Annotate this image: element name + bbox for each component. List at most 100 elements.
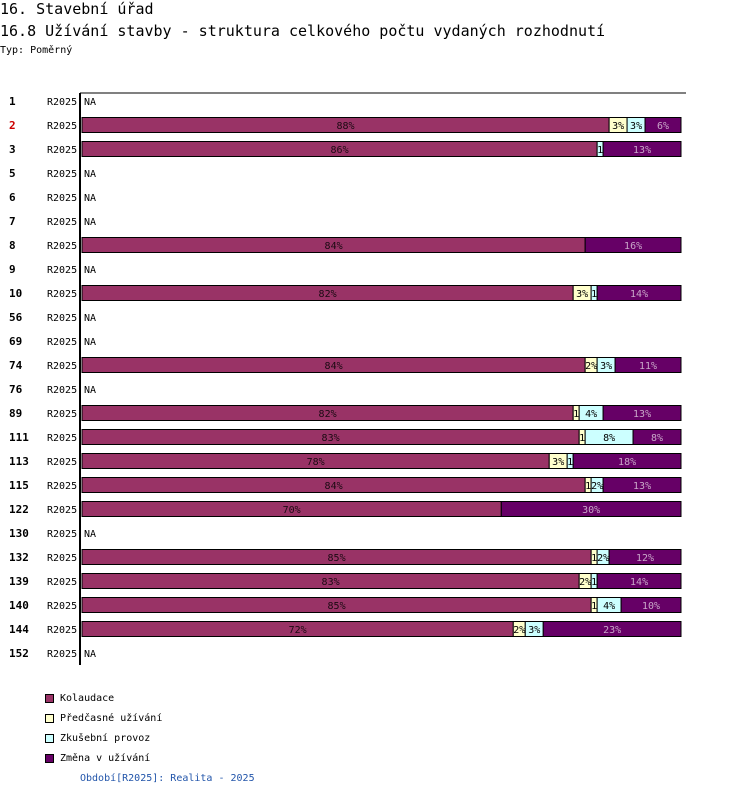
na-label: NA [84, 649, 96, 660]
period-label: R2025 [47, 577, 77, 588]
na-label: NA [84, 265, 96, 276]
data-label: 4% [603, 601, 615, 612]
data-label: 2% [579, 577, 591, 588]
data-label: 2% [597, 553, 609, 564]
data-label: 23% [603, 625, 621, 636]
data-label: 1 [573, 409, 579, 420]
bar-segment [500, 501, 682, 517]
row-label: 5 [9, 167, 16, 180]
row-label: 7 [9, 215, 16, 228]
na-label: NA [84, 529, 96, 540]
data-label: 78% [307, 457, 325, 468]
data-label: 13% [633, 409, 651, 420]
legend-swatch [45, 733, 54, 743]
na-label: NA [84, 313, 96, 324]
bar-segment [620, 597, 682, 613]
legend-item-kolaudace: Kolaudace [45, 688, 162, 708]
legend-item-zmena-v-uzivani: Změna v užívání [45, 748, 162, 768]
row-label: 130 [9, 527, 29, 540]
period-label: R2025 [47, 289, 77, 300]
legend-label: Změna v užívání [60, 752, 151, 764]
data-label: 16% [624, 241, 642, 252]
legend-label: Předčasné užívání [60, 712, 163, 724]
data-label: 84% [325, 361, 343, 372]
period-footer: Období[R2025]: Realita - 2025 [80, 773, 255, 784]
chart-title: 16.8 Užívání stavby - struktura celkovéh… [0, 22, 606, 40]
bar-segment [608, 549, 682, 565]
bar-segment [632, 429, 682, 445]
period-label: R2025 [47, 385, 77, 396]
period-label: R2025 [47, 337, 77, 348]
legend: Kolaudace Předčasné užívání Zkušební pro… [45, 688, 162, 768]
bar-segment [596, 285, 682, 301]
period-label: R2025 [47, 529, 77, 540]
data-label: 84% [325, 241, 343, 252]
data-label: 2% [591, 481, 603, 492]
na-label: NA [84, 337, 96, 348]
data-label: 3% [600, 361, 612, 372]
data-label: 86% [331, 145, 349, 156]
data-label: 11% [639, 361, 657, 372]
period-label: R2025 [47, 265, 77, 276]
data-label: 83% [322, 577, 340, 588]
data-label: 8% [603, 433, 615, 444]
data-label: 12% [636, 553, 654, 564]
data-label: 72% [289, 625, 307, 636]
row-label: 3 [9, 143, 16, 156]
data-label: 84% [325, 481, 343, 492]
data-label: 6% [657, 121, 669, 132]
legend-item-zkusebni-provoz: Zkušební provoz [45, 728, 162, 748]
na-label: NA [84, 193, 96, 204]
legend-swatch [45, 713, 54, 723]
period-label: R2025 [47, 145, 77, 156]
period-label: R2025 [47, 193, 77, 204]
data-label: 1 [591, 553, 597, 564]
bar-segment [584, 237, 682, 253]
row-label: 8 [9, 239, 16, 252]
row-label: 76 [9, 383, 23, 396]
row-label: 89 [9, 407, 22, 420]
data-label: 3% [528, 625, 540, 636]
row-label: 115 [9, 479, 29, 492]
data-label: 3% [576, 289, 588, 300]
row-label: 69 [9, 335, 22, 348]
period-label: R2025 [47, 121, 77, 132]
period-label: R2025 [47, 553, 77, 564]
data-label: 4% [585, 409, 597, 420]
row-label: 10 [9, 287, 22, 300]
legend-label: Kolaudace [60, 692, 115, 704]
period-label: R2025 [47, 649, 77, 660]
row-label: 56 [9, 311, 23, 324]
data-label: 3% [552, 457, 564, 468]
row-label: 144 [9, 623, 29, 636]
data-label: 70% [283, 505, 301, 516]
na-label: NA [84, 385, 96, 396]
period-label: R2025 [47, 481, 77, 492]
data-label: 88% [337, 121, 355, 132]
data-label: 13% [633, 145, 651, 156]
na-label: NA [84, 97, 96, 108]
data-label: 83% [322, 433, 340, 444]
period-label: R2025 [47, 241, 77, 252]
data-label: 1 [591, 289, 597, 300]
data-label: 2% [513, 625, 525, 636]
bar-segment [596, 573, 682, 589]
data-label: 85% [328, 553, 346, 564]
legend-swatch [45, 753, 54, 763]
row-label: 140 [9, 599, 29, 612]
period-label: R2025 [47, 457, 77, 468]
bar-segment [644, 117, 682, 133]
period-label: R2025 [47, 505, 77, 516]
row-label: 122 [9, 503, 29, 516]
period-label: R2025 [47, 217, 77, 228]
bar-segment [602, 477, 682, 493]
bar-segment [614, 357, 682, 373]
row-label: 111 [9, 431, 29, 444]
data-label: 14% [630, 289, 648, 300]
data-label: 1 [585, 481, 591, 492]
row-label: 139 [9, 575, 29, 588]
bar-segment [542, 621, 682, 637]
data-label: 8% [651, 433, 663, 444]
row-label: 9 [9, 263, 16, 276]
row-label: 132 [9, 551, 29, 564]
